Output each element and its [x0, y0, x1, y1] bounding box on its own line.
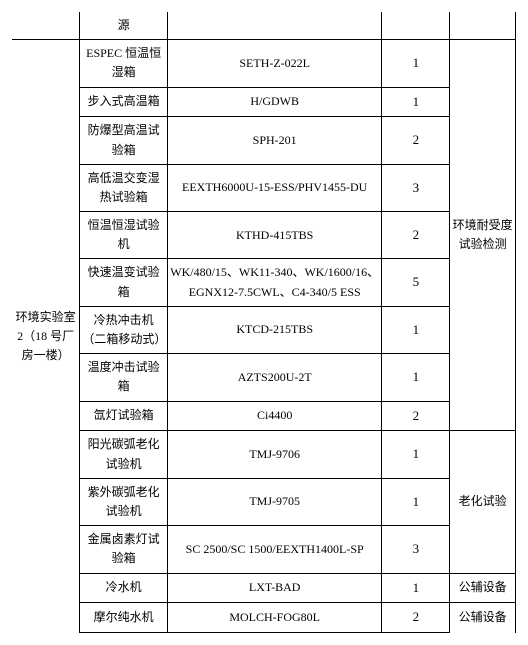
model-number: EEXTH6000U-15-ESS/PHV1455-DU — [167, 164, 382, 211]
table-row: 恒温恒湿试验机 KTHD-415TBS 2 — [12, 212, 516, 259]
table-row: 冷热冲击机（二箱移动式） KTCD-215TBS 1 — [12, 306, 516, 353]
table-row: 环境实验室 2（18 号厂房一楼） ESPEC 恒温恒湿箱 SETH-Z-022… — [12, 40, 516, 87]
equip-name: 摩尔纯水机 — [80, 603, 168, 633]
category-c1: 公辅设备 — [450, 573, 516, 603]
empty-cell — [12, 12, 80, 40]
qty: 2 — [382, 212, 450, 259]
category-c2: 公辅设备 — [450, 603, 516, 633]
equip-name: 金属卤素灯试验箱 — [80, 526, 168, 573]
table-row: 紫外碳弧老化试验机 TMJ-9705 1 — [12, 478, 516, 525]
table-row: 防爆型高温试验箱 SPH-201 2 — [12, 117, 516, 164]
equip-name: 恒温恒湿试验机 — [80, 212, 168, 259]
model-number: SC 2500/SC 1500/EEXTH1400L-SP — [167, 526, 382, 573]
qty: 1 — [382, 478, 450, 525]
partial-header-row: 源 — [12, 12, 516, 40]
model-number: AZTS200U-2T — [167, 354, 382, 401]
model-number: WK/480/15、WK11-340、WK/1600/16、EGNX12-7.5… — [167, 259, 382, 306]
model-number: TMJ-9706 — [167, 431, 382, 478]
equip-name: ESPEC 恒温恒湿箱 — [80, 40, 168, 87]
model-number: SETH-Z-022L — [167, 40, 382, 87]
qty: 2 — [382, 401, 450, 431]
model-number: Ci4400 — [167, 401, 382, 431]
table-row: 快速温变试验箱 WK/480/15、WK11-340、WK/1600/16、EG… — [12, 259, 516, 306]
qty: 3 — [382, 164, 450, 211]
table-row: 高低温交变湿热试验箱 EEXTH6000U-15-ESS/PHV1455-DU … — [12, 164, 516, 211]
category-a: 环境耐受度试验检测 — [450, 40, 516, 431]
table-row: 冷水机 LXT-BAD 1 公辅设备 — [12, 573, 516, 603]
qty: 1 — [382, 40, 450, 87]
equip-name: 步入式高温箱 — [80, 87, 168, 117]
table-row: 阳光碳弧老化试验机 TMJ-9706 1 老化试验 — [12, 431, 516, 478]
model-number: TMJ-9705 — [167, 478, 382, 525]
model-number: KTHD-415TBS — [167, 212, 382, 259]
category-b: 老化试验 — [450, 431, 516, 573]
qty: 2 — [382, 603, 450, 633]
table-row: 金属卤素灯试验箱 SC 2500/SC 1500/EEXTH1400L-SP 3 — [12, 526, 516, 573]
equip-name: 紫外碳弧老化试验机 — [80, 478, 168, 525]
equip-name: 防爆型高温试验箱 — [80, 117, 168, 164]
model-number: KTCD-215TBS — [167, 306, 382, 353]
table-row: 氙灯试验箱 Ci4400 2 — [12, 401, 516, 431]
table-row: 温度冲击试验箱 AZTS200U-2T 1 — [12, 354, 516, 401]
model-number: LXT-BAD — [167, 573, 382, 603]
equip-name: 快速温变试验箱 — [80, 259, 168, 306]
qty: 3 — [382, 526, 450, 573]
model-number: H/GDWB — [167, 87, 382, 117]
equip-name: 氙灯试验箱 — [80, 401, 168, 431]
equip-name: 冷热冲击机（二箱移动式） — [80, 306, 168, 353]
qty: 2 — [382, 117, 450, 164]
equip-name: 温度冲击试验箱 — [80, 354, 168, 401]
qty: 1 — [382, 306, 450, 353]
equip-name: 冷水机 — [80, 573, 168, 603]
model-number: SPH-201 — [167, 117, 382, 164]
equip-name: 高低温交变湿热试验箱 — [80, 164, 168, 211]
header-tail: 源 — [80, 12, 168, 40]
qty: 1 — [382, 431, 450, 478]
table-row: 摩尔纯水机 MOLCH-FOG80L 2 公辅设备 — [12, 603, 516, 633]
lab-label: 环境实验室 2（18 号厂房一楼） — [12, 40, 80, 633]
qty: 5 — [382, 259, 450, 306]
qty: 1 — [382, 87, 450, 117]
empty-cell — [382, 12, 450, 40]
model-number: MOLCH-FOG80L — [167, 603, 382, 633]
equipment-table: 源 环境实验室 2（18 号厂房一楼） ESPEC 恒温恒湿箱 SETH-Z-0… — [12, 12, 516, 633]
equip-name: 阳光碳弧老化试验机 — [80, 431, 168, 478]
table-row: 步入式高温箱 H/GDWB 1 — [12, 87, 516, 117]
empty-cell — [450, 12, 516, 40]
empty-cell — [167, 12, 382, 40]
qty: 1 — [382, 573, 450, 603]
qty: 1 — [382, 354, 450, 401]
